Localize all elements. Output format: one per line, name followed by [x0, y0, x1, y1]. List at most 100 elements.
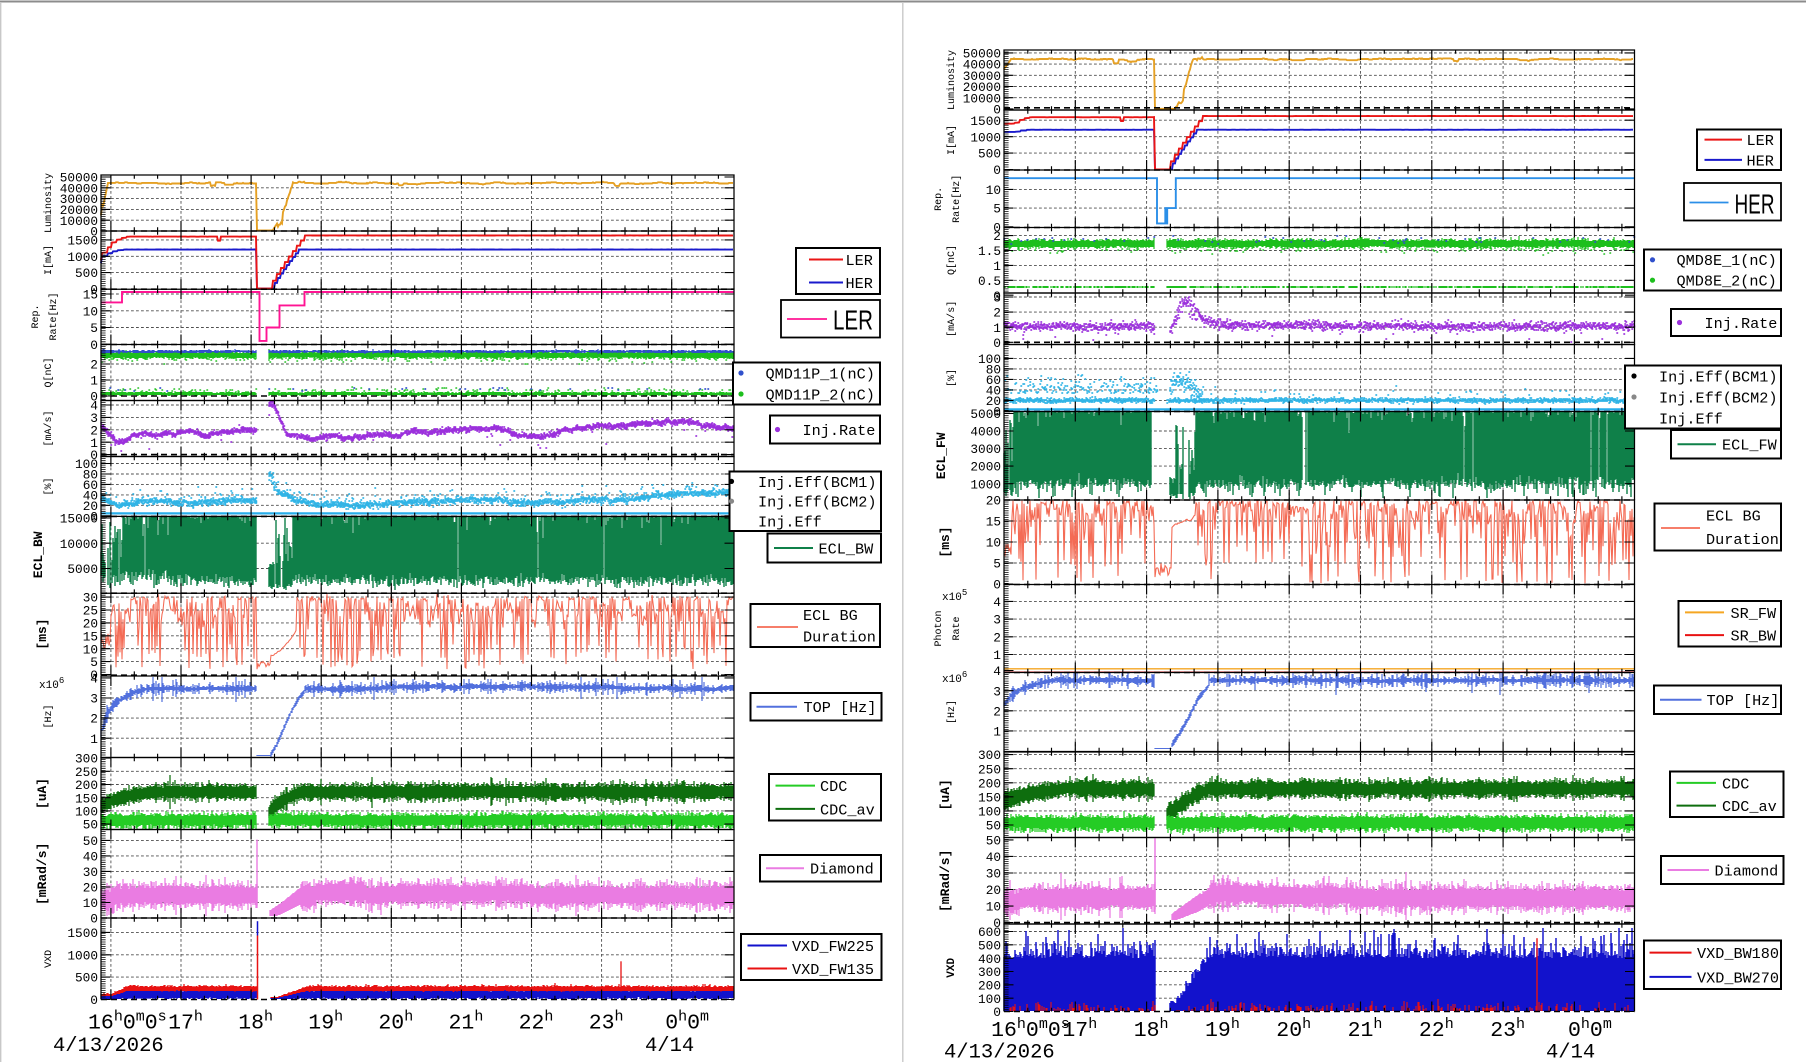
- svg-text:Inj.Eff(BCM2): Inj.Eff(BCM2): [1659, 390, 1777, 408]
- svg-text:QMD11P_2(nC): QMD11P_2(nC): [766, 387, 875, 405]
- svg-text:Rep.: Rep.: [31, 304, 42, 328]
- svg-text:10: 10: [986, 536, 1001, 551]
- svg-text:20h: 20h: [1276, 1016, 1311, 1043]
- svg-text:23h: 23h: [589, 1009, 624, 1036]
- svg-text:Rate[Hz]: Rate[Hz]: [951, 175, 963, 223]
- svg-text:0: 0: [993, 163, 1001, 178]
- svg-text:100: 100: [75, 805, 98, 820]
- svg-text:Rep.: Rep.: [934, 187, 945, 211]
- svg-text:40000: 40000: [60, 181, 98, 196]
- svg-text:30: 30: [83, 865, 98, 880]
- svg-text:Inj.Eff(BCM1): Inj.Eff(BCM1): [1659, 369, 1777, 387]
- svg-text:100: 100: [75, 457, 98, 472]
- svg-text:x105: x105: [942, 588, 967, 604]
- svg-text:[ms]: [ms]: [35, 618, 50, 649]
- svg-text:300: 300: [978, 965, 1001, 980]
- svg-text:[uA]: [uA]: [35, 778, 50, 809]
- svg-text:300: 300: [75, 752, 98, 767]
- svg-text:0: 0: [993, 578, 1001, 593]
- svg-text:[mA/s]: [mA/s]: [946, 301, 958, 337]
- svg-text:19h: 19h: [308, 1009, 343, 1036]
- svg-text:HER: HER: [846, 275, 873, 293]
- svg-text:ECL_BW: ECL_BW: [31, 531, 46, 578]
- svg-text:1000: 1000: [970, 477, 1001, 492]
- svg-text:0: 0: [993, 336, 1001, 351]
- svg-text:[%]: [%]: [946, 369, 958, 387]
- svg-text:4000: 4000: [970, 425, 1001, 440]
- svg-text:1: 1: [90, 436, 98, 451]
- svg-text:[mRad/s]: [mRad/s]: [35, 843, 50, 905]
- svg-text:VXD_FW225: VXD_FW225: [792, 938, 874, 956]
- svg-text:300: 300: [978, 748, 1001, 763]
- svg-text:10000: 10000: [60, 537, 98, 552]
- svg-text:40: 40: [986, 384, 1001, 399]
- svg-text:2: 2: [993, 704, 1001, 719]
- svg-text:500: 500: [978, 938, 1001, 953]
- svg-text:16h0m0s: 16h0m0s: [88, 1009, 167, 1036]
- svg-text:5000: 5000: [67, 562, 98, 577]
- svg-text:0: 0: [90, 390, 98, 405]
- svg-text:10: 10: [83, 304, 98, 319]
- svg-text:5: 5: [90, 321, 98, 336]
- svg-text:[%]: [%]: [43, 477, 55, 495]
- svg-text:CDC_av: CDC_av: [1722, 798, 1777, 816]
- svg-text:4/13/2026: 4/13/2026: [944, 1042, 1055, 1062]
- svg-text:I[mA]: I[mA]: [43, 245, 55, 275]
- svg-text:50: 50: [986, 834, 1001, 849]
- svg-text:20: 20: [986, 394, 1001, 409]
- svg-text:VXD_BW270: VXD_BW270: [1697, 969, 1779, 987]
- svg-text:ECL_BW: ECL_BW: [819, 541, 875, 559]
- svg-text:2: 2: [90, 358, 98, 373]
- svg-text:Luminosity: Luminosity: [43, 173, 55, 233]
- svg-text:10: 10: [986, 183, 1001, 198]
- svg-text:80: 80: [83, 468, 98, 483]
- svg-text:0h0m: 0h0m: [665, 1009, 709, 1036]
- svg-text:0: 0: [993, 289, 1001, 304]
- svg-text:30000: 30000: [60, 192, 98, 207]
- svg-text:Q[nC]: Q[nC]: [43, 357, 55, 387]
- svg-text:20: 20: [83, 617, 98, 632]
- svg-text:23h: 23h: [1490, 1016, 1525, 1043]
- svg-text:0: 0: [993, 103, 1001, 118]
- svg-text:2000: 2000: [970, 460, 1001, 475]
- svg-text:17h: 17h: [1062, 1016, 1097, 1043]
- svg-text:Inj.Eff: Inj.Eff: [758, 514, 822, 532]
- svg-text:4/14: 4/14: [1546, 1042, 1595, 1062]
- svg-text:1: 1: [993, 321, 1001, 336]
- svg-text:3000: 3000: [970, 442, 1001, 457]
- svg-text:0: 0: [90, 338, 98, 353]
- svg-text:18h: 18h: [238, 1009, 273, 1036]
- svg-text:CDC: CDC: [820, 778, 847, 796]
- svg-text:0: 0: [90, 509, 98, 524]
- svg-text:100: 100: [978, 805, 1001, 820]
- svg-text:QMD11P_1(nC): QMD11P_1(nC): [766, 366, 875, 384]
- svg-text:Rate[Hz]: Rate[Hz]: [48, 292, 60, 340]
- svg-text:100: 100: [978, 352, 1001, 367]
- svg-text:0: 0: [90, 993, 98, 1008]
- svg-text:Rate: Rate: [952, 616, 963, 640]
- svg-text:VXD_FW135: VXD_FW135: [792, 961, 874, 979]
- svg-text:1500: 1500: [67, 926, 98, 941]
- svg-text:2: 2: [90, 423, 98, 438]
- svg-text:2: 2: [993, 229, 1001, 244]
- svg-text:250: 250: [75, 765, 98, 780]
- svg-text:ECL_FW: ECL_FW: [934, 432, 949, 479]
- svg-text:3: 3: [993, 684, 1001, 699]
- svg-text:200: 200: [978, 978, 1001, 993]
- svg-text:HER: HER: [1747, 152, 1774, 170]
- svg-text:Inj.Rate: Inj.Rate: [803, 422, 876, 440]
- svg-text:80: 80: [986, 363, 1001, 378]
- svg-text:3: 3: [993, 613, 1001, 628]
- svg-text:100: 100: [978, 992, 1001, 1007]
- svg-text:40: 40: [83, 850, 98, 865]
- svg-text:4: 4: [993, 664, 1001, 679]
- svg-text:VXD: VXD: [946, 958, 958, 978]
- svg-text:1000: 1000: [970, 130, 1001, 145]
- svg-text:3: 3: [993, 291, 1001, 306]
- svg-text:0: 0: [90, 668, 98, 683]
- svg-text:Inj.Eff(BCM2): Inj.Eff(BCM2): [758, 494, 876, 512]
- svg-text:16h0m0s: 16h0m0s: [991, 1016, 1070, 1043]
- svg-text:Duration: Duration: [1706, 531, 1779, 549]
- svg-text:1.5: 1.5: [978, 244, 1001, 259]
- svg-text:2: 2: [90, 712, 98, 727]
